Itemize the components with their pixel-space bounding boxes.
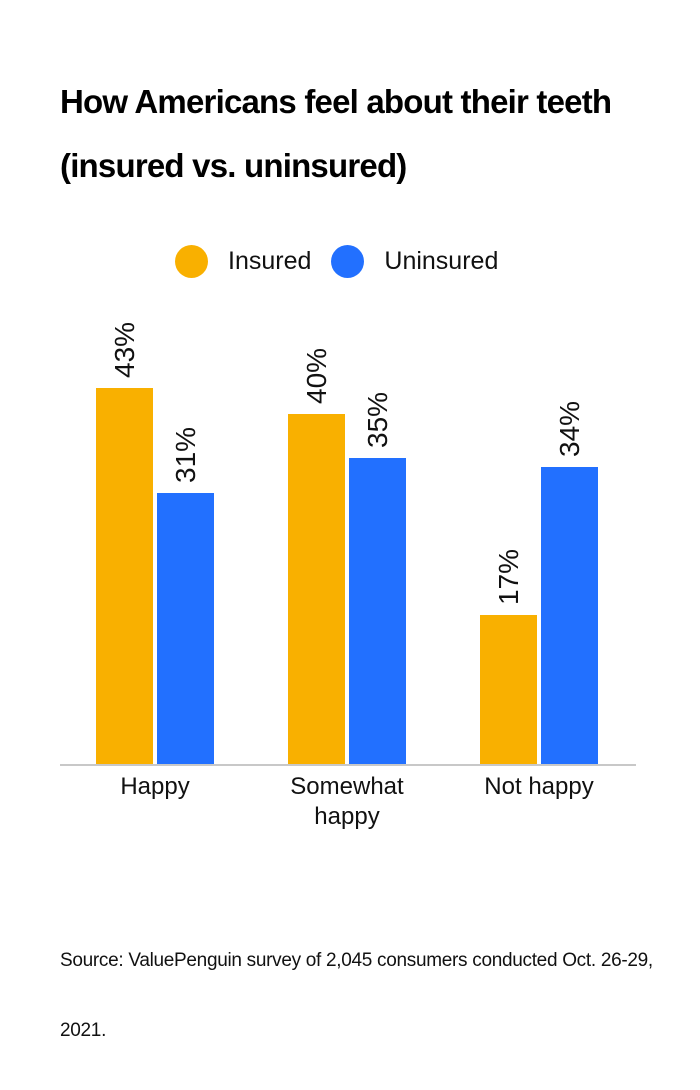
bar-uninsured-not-happy xyxy=(541,467,598,764)
legend-swatch-uninsured-icon xyxy=(331,244,365,278)
bar-uninsured-somewhat-happy xyxy=(349,458,406,764)
bar-value-label: 40% xyxy=(300,347,332,404)
bar-insured-somewhat-happy xyxy=(288,414,345,764)
bar-value-label: 31% xyxy=(169,426,201,483)
legend-item-insured: Insured xyxy=(175,244,312,278)
legend-label-insured: Insured xyxy=(228,246,312,275)
category-label: Happy xyxy=(120,773,190,800)
legend-item-uninsured: Uninsured xyxy=(331,244,499,278)
bar-uninsured-happy xyxy=(157,493,214,764)
bar-insured-not-happy xyxy=(480,615,537,764)
bar-value-label: 17% xyxy=(492,548,524,605)
bar-value-label: 43% xyxy=(108,321,140,378)
legend: Insured Uninsured xyxy=(175,243,518,279)
source-note: Source: ValuePenguin survey of 2,045 con… xyxy=(60,950,653,1041)
chart-title: How Americans feel about their teeth (in… xyxy=(60,83,612,184)
legend-label-uninsured: Uninsured xyxy=(384,246,499,275)
bar-chart: 43% 31% Happy 40% 35% Somewhat happy 17% 34% Not… xyxy=(60,321,636,830)
legend-swatch-insured-icon xyxy=(175,244,208,278)
bar-value-label: 35% xyxy=(361,391,393,448)
bar-insured-happy xyxy=(96,388,153,764)
category-label: Not happy xyxy=(484,773,594,800)
x-axis-line xyxy=(60,764,636,766)
bar-value-label: 34% xyxy=(553,400,585,457)
category-label: Somewhat happy xyxy=(290,773,404,830)
